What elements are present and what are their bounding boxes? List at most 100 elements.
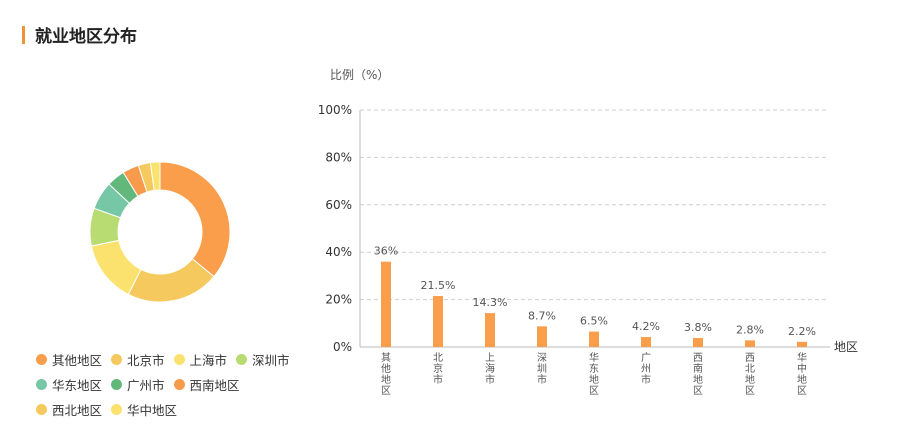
x-tick-char: 地 <box>381 373 391 386</box>
legend-label: 西北地区 <box>52 403 103 418</box>
bar-value-label: 36% <box>374 245 398 258</box>
x-tick-char: 区 <box>693 385 703 397</box>
x-tick-char: 上 <box>485 352 495 364</box>
legend-swatch <box>111 379 123 390</box>
legend-label: 西南地区 <box>189 378 240 393</box>
bar-value-label: 21.5% <box>421 279 456 292</box>
section-header: 就业地区分布 <box>22 22 137 47</box>
bar-0[interactable] <box>381 261 391 347</box>
x-tick-label: 西南地区 <box>693 353 703 397</box>
x-tick-char: 华 <box>589 351 599 364</box>
bar-1[interactable] <box>433 296 443 347</box>
x-tick-char: 圳 <box>537 363 547 375</box>
x-tick-char: 东 <box>589 362 599 375</box>
y-tick-label: 20% <box>325 293 352 307</box>
x-tick-char: 深 <box>537 352 547 364</box>
x-tick-char: 地 <box>797 373 807 386</box>
bar-3[interactable] <box>537 326 547 347</box>
legend-item[interactable]: 西南地区 <box>173 375 240 394</box>
legend-swatch <box>36 404 47 415</box>
x-tick-char: 市 <box>485 373 495 386</box>
bar-value-label: 8.7% <box>528 309 556 322</box>
donut-chart <box>89 161 231 303</box>
x-tick-char: 他 <box>381 362 391 375</box>
x-tick-char: 区 <box>381 385 391 397</box>
x-tick-char: 西 <box>745 353 755 364</box>
x-tick-char: 中 <box>797 362 807 375</box>
legend-swatch <box>111 404 123 415</box>
title-accent-bar <box>22 25 25 44</box>
legend-swatch <box>111 354 123 365</box>
legend-swatch <box>173 354 185 365</box>
legend-swatch <box>36 379 47 390</box>
bar-value-label: 2.2% <box>788 325 816 338</box>
legend-swatch <box>36 354 47 365</box>
x-tick-label: 西北地区 <box>745 353 755 397</box>
x-tick-char: 华 <box>797 351 807 364</box>
x-tick-label: 上海市 <box>485 352 495 386</box>
x-tick-char: 市 <box>433 373 443 386</box>
x-tick-char: 北 <box>745 363 755 375</box>
y-tick-label: 80% <box>325 150 352 164</box>
x-tick-label: 其他地区 <box>381 352 391 397</box>
legend-item[interactable]: 华中地区 <box>111 400 177 419</box>
x-tick-char: 市 <box>641 373 651 386</box>
legend-label: 广州市 <box>127 378 165 393</box>
x-tick-char: 海 <box>485 362 495 375</box>
bar-6[interactable] <box>693 337 703 347</box>
x-tick-char: 北 <box>433 352 443 364</box>
legend-item[interactable]: 北京市 <box>111 350 165 369</box>
bar-8[interactable] <box>797 341 807 347</box>
bar-value-label: 6.5% <box>580 315 608 328</box>
x-tick-char: 区 <box>745 385 755 397</box>
legend-item[interactable]: 其他地区 <box>36 350 102 369</box>
chart-legend: 其他地区 北京市 上海市 深圳市华东地区 广州市 西南地区西北地区 华中地区 <box>36 350 306 425</box>
x-tick-label: 广州市 <box>641 352 651 386</box>
y-axis-title: 比例（%） <box>330 68 389 82</box>
bar-4[interactable] <box>589 331 599 347</box>
legend-item[interactable]: 广州市 <box>111 375 165 394</box>
x-tick-char: 其 <box>381 352 391 364</box>
legend-label: 其他地区 <box>52 353 103 368</box>
x-tick-char: 地 <box>745 373 755 386</box>
legend-label: 上海市 <box>189 353 228 368</box>
x-tick-label: 华中地区 <box>797 351 807 397</box>
x-tick-char: 地 <box>693 373 703 386</box>
x-tick-char: 地 <box>589 373 599 386</box>
legend-item[interactable]: 深圳市 <box>236 350 290 369</box>
y-tick-label: 100% <box>318 103 352 117</box>
x-tick-label: 深圳市 <box>537 352 547 386</box>
legend-swatch <box>173 379 185 390</box>
bar-value-label: 3.8% <box>684 321 712 334</box>
donut-slice-8[interactable] <box>149 161 161 191</box>
legend-item[interactable]: 华东地区 <box>36 375 102 394</box>
legend-item[interactable]: 西北地区 <box>36 400 102 419</box>
bar-value-label: 4.2% <box>632 320 660 333</box>
legend-label: 深圳市 <box>252 353 290 368</box>
legend-item[interactable]: 上海市 <box>173 350 228 369</box>
page-title: 就业地区分布 <box>35 27 137 47</box>
legend-label: 华东地区 <box>52 378 103 393</box>
legend-swatch <box>236 354 248 365</box>
y-tick-label: 0% <box>333 340 352 354</box>
x-tick-char: 西 <box>693 353 703 364</box>
x-tick-char: 南 <box>693 362 703 375</box>
y-tick-label: 60% <box>325 198 352 212</box>
x-tick-char: 广 <box>641 352 651 364</box>
x-tick-char: 区 <box>797 385 807 397</box>
bar-value-label: 2.8% <box>736 323 764 336</box>
x-tick-char: 州 <box>641 363 651 375</box>
x-tick-label: 华东地区 <box>589 351 599 397</box>
bar-5[interactable] <box>641 337 651 347</box>
x-tick-label: 北京市 <box>433 352 443 386</box>
donut-slice-0[interactable] <box>159 161 231 278</box>
legend-label: 华中地区 <box>127 403 178 418</box>
x-tick-char: 京 <box>433 362 443 375</box>
x-tick-char: 市 <box>537 373 547 386</box>
bar-7[interactable] <box>745 340 755 347</box>
bar-2[interactable] <box>485 313 495 347</box>
x-axis-title: 地区 <box>834 340 858 354</box>
bar-value-label: 14.3% <box>473 296 508 309</box>
legend-label: 北京市 <box>127 353 165 368</box>
